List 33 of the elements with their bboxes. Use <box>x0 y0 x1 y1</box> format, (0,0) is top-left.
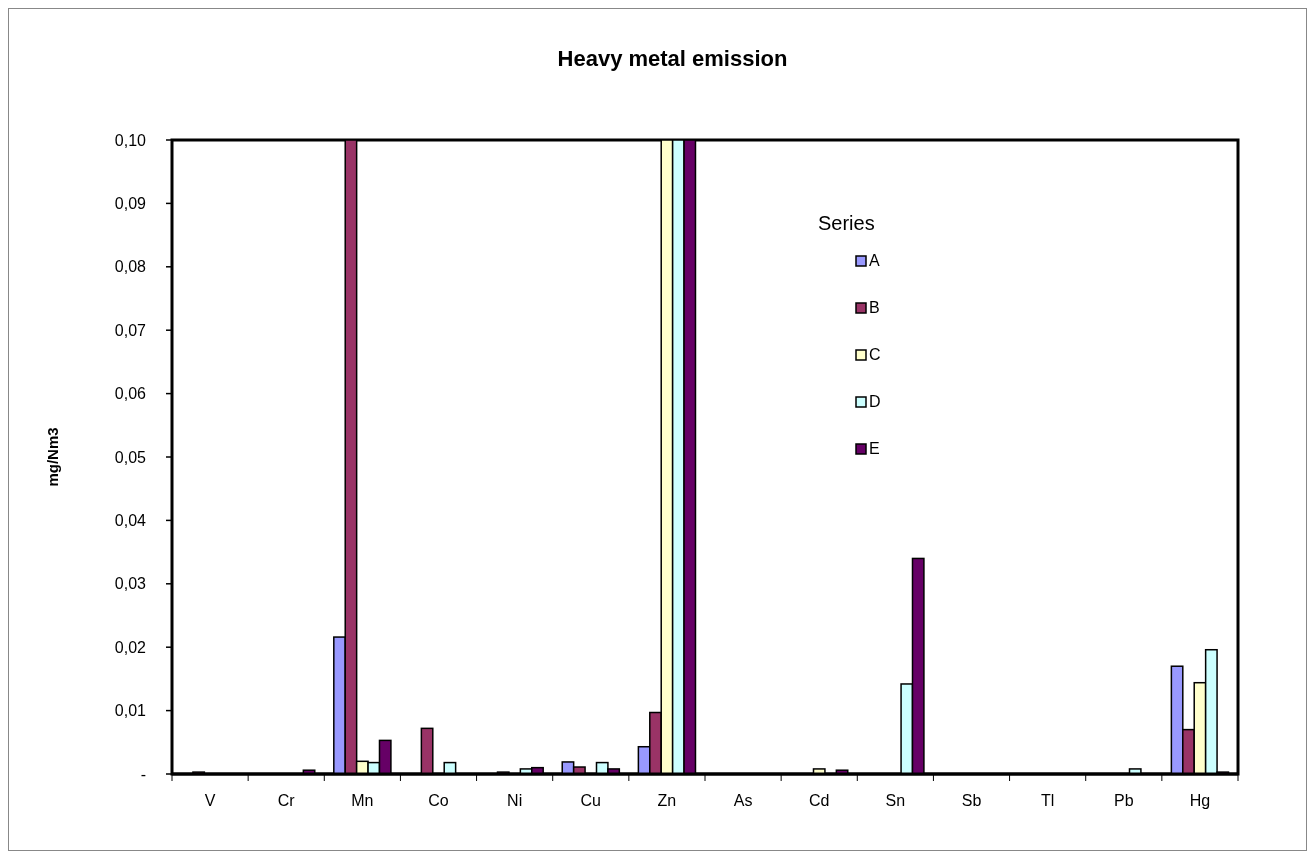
y-tick-label: 0,10 <box>114 131 147 149</box>
y-tick-label: 0,04 <box>114 512 147 529</box>
y-tick-label: 0,06 <box>114 385 147 403</box>
x-tick-label: Tl <box>1040 792 1055 809</box>
x-tick-label: Cr <box>277 792 296 809</box>
x-tick-label: Mn <box>351 792 374 809</box>
x-tick-label: Cd <box>808 792 830 809</box>
y-tick-label: 0,03 <box>114 575 147 593</box>
x-tick-label: Sb <box>961 792 982 809</box>
legend-label: D <box>869 393 881 410</box>
x-tick-label: Sn <box>885 792 906 809</box>
y-tick-label: 0,05 <box>114 448 147 466</box>
x-tick-label: Zn <box>657 792 677 809</box>
x-tick-label: Ni <box>507 792 523 809</box>
x-tick-label: V <box>204 792 216 809</box>
y-tick-label: 0,08 <box>114 258 147 276</box>
y-tick-label: 0,01 <box>114 702 147 720</box>
x-tick-label: Co <box>428 792 449 809</box>
y-tick-label: 0,07 <box>114 321 147 339</box>
x-tick-label: As <box>733 792 753 809</box>
y-tick-label: - <box>140 765 146 783</box>
x-tick-label: Cu <box>580 792 602 809</box>
y-tick-label: 0,09 <box>114 195 147 212</box>
legend-label: A <box>869 252 880 269</box>
x-tick-label: Pb <box>1114 792 1134 809</box>
x-tick-label: Hg <box>1189 792 1211 809</box>
y-tick-label: 0,02 <box>114 638 147 656</box>
legend-label: E <box>869 440 880 457</box>
legend-label: C <box>869 346 881 363</box>
legend-title: Series <box>818 212 875 234</box>
y-axis-title: mg/Nm3 <box>44 427 61 487</box>
legend-label: B <box>869 299 880 316</box>
chart-title: Heavy metal emission <box>557 46 788 71</box>
